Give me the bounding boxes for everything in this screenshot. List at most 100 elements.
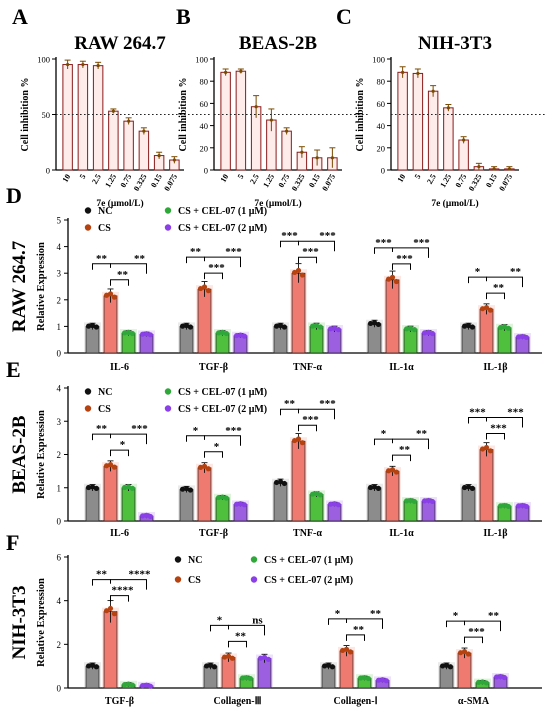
replicate-dot (331, 501, 338, 507)
mean-point (416, 71, 420, 76)
legend-label: CS + CEL-07 (2 μM) (264, 575, 353, 586)
mean-point (269, 118, 273, 122)
replicate-dot (274, 323, 280, 329)
sig-label: ** (510, 266, 522, 278)
replicate-dot (147, 683, 153, 689)
mean-point (492, 167, 496, 171)
replicate-dot (322, 663, 328, 669)
replicate-dot (240, 675, 246, 681)
y-tick-label: 40 (377, 121, 386, 131)
replicate-dot (376, 677, 382, 683)
replicate-dot (331, 325, 338, 331)
bar (291, 440, 306, 522)
replicate-dot (469, 324, 475, 330)
y-tick-label: 20 (377, 143, 386, 153)
replicate-dot (86, 323, 92, 329)
replicate-dot (425, 329, 432, 335)
replicate-dot (465, 651, 471, 657)
sig-label: *** (208, 262, 225, 274)
replicate-dot (501, 324, 508, 330)
replicate-dot (143, 331, 150, 337)
sig-bracket (298, 408, 335, 420)
sig-label: ** (353, 624, 365, 636)
x-tick-label: IL-1α (389, 528, 414, 539)
y-tick-label: 80 (377, 77, 386, 87)
bar (92, 65, 104, 171)
replicate-dot (347, 649, 353, 655)
x-tick-label: 5 (78, 173, 88, 181)
replicate-dot (519, 333, 526, 340)
y-tick-label: 0 (57, 684, 62, 694)
replicate-dot (343, 646, 350, 652)
legend-marker (250, 576, 258, 583)
replicate-dot (86, 663, 92, 669)
bar (479, 449, 494, 522)
replicate-dot (383, 678, 389, 684)
replicate-dot (440, 663, 446, 669)
replicate-dot (93, 664, 99, 670)
legend-marker (174, 576, 182, 583)
legend-marker (164, 207, 172, 214)
replicate-dot (469, 485, 475, 491)
y-tick-label: 0 (57, 517, 62, 527)
replicate-dot (325, 662, 332, 668)
sig-label: * (381, 428, 387, 440)
replicate-dot (483, 304, 490, 311)
sig-label: **** (112, 585, 135, 597)
replicate-dot (86, 484, 92, 491)
sig-label: ns (252, 614, 263, 626)
legend-marker (164, 405, 172, 412)
sig-label: ** (493, 282, 505, 294)
replicate-dot (247, 675, 253, 682)
replicate-dot (317, 324, 323, 330)
sig-label: *** (319, 398, 336, 410)
sig-label: *** (281, 230, 298, 242)
y-tick-label: 3 (57, 417, 62, 427)
sig-label: ** (488, 610, 500, 622)
replicate-dot (129, 485, 135, 491)
replicate-dot (335, 327, 341, 333)
x-tick-label: TGF-β (105, 696, 134, 707)
y-tick-label: 5 (57, 216, 62, 226)
x-tick-label: 0.325 (467, 173, 484, 193)
replicate-dot (310, 491, 316, 497)
bar (273, 326, 288, 354)
replicate-dot (480, 306, 486, 312)
replicate-dot (411, 498, 417, 505)
bar (385, 470, 400, 522)
replicate-dot (386, 276, 392, 282)
replicate-dot (234, 501, 240, 507)
replicate-dot (241, 502, 247, 508)
mean-point (285, 129, 289, 133)
y-tick-label: 0 (57, 349, 62, 359)
replicate-dot (429, 498, 435, 505)
replicate-dot (107, 605, 114, 612)
sig-bracket (110, 279, 129, 286)
y-tick-label: 2 (57, 640, 62, 650)
replicate-dot (476, 679, 482, 685)
replicate-dot (140, 513, 146, 519)
sig-bracket (298, 240, 335, 252)
bar (327, 328, 342, 354)
replicate-dot (389, 467, 396, 473)
y-tick-label: 4 (57, 596, 62, 606)
replicate-dot (281, 480, 287, 487)
replicate-dot (265, 656, 271, 662)
replicate-dot (425, 497, 432, 504)
x-tick-label: 0.15 (307, 173, 322, 190)
sig-label: *** (507, 407, 524, 419)
mean-point (172, 158, 176, 162)
panel-letter: F (6, 530, 19, 555)
sig-bracket (392, 247, 429, 258)
replicate-dot (393, 278, 399, 285)
legend-label: CS + CEL-07 (2 μM) (178, 404, 267, 415)
mean-point (507, 167, 511, 171)
replicate-dot (107, 291, 114, 297)
x-tick-label: 0.75 (119, 173, 134, 190)
replicate-dot (216, 494, 222, 501)
replicate-dot (111, 611, 117, 617)
replicate-dot (328, 326, 334, 332)
legend-label: NC (98, 206, 112, 217)
replicate-dot (519, 502, 526, 509)
legend: NC CS + CEL-07 (1 μM) CS CS + CEL-07 (2 μM) (84, 206, 267, 234)
